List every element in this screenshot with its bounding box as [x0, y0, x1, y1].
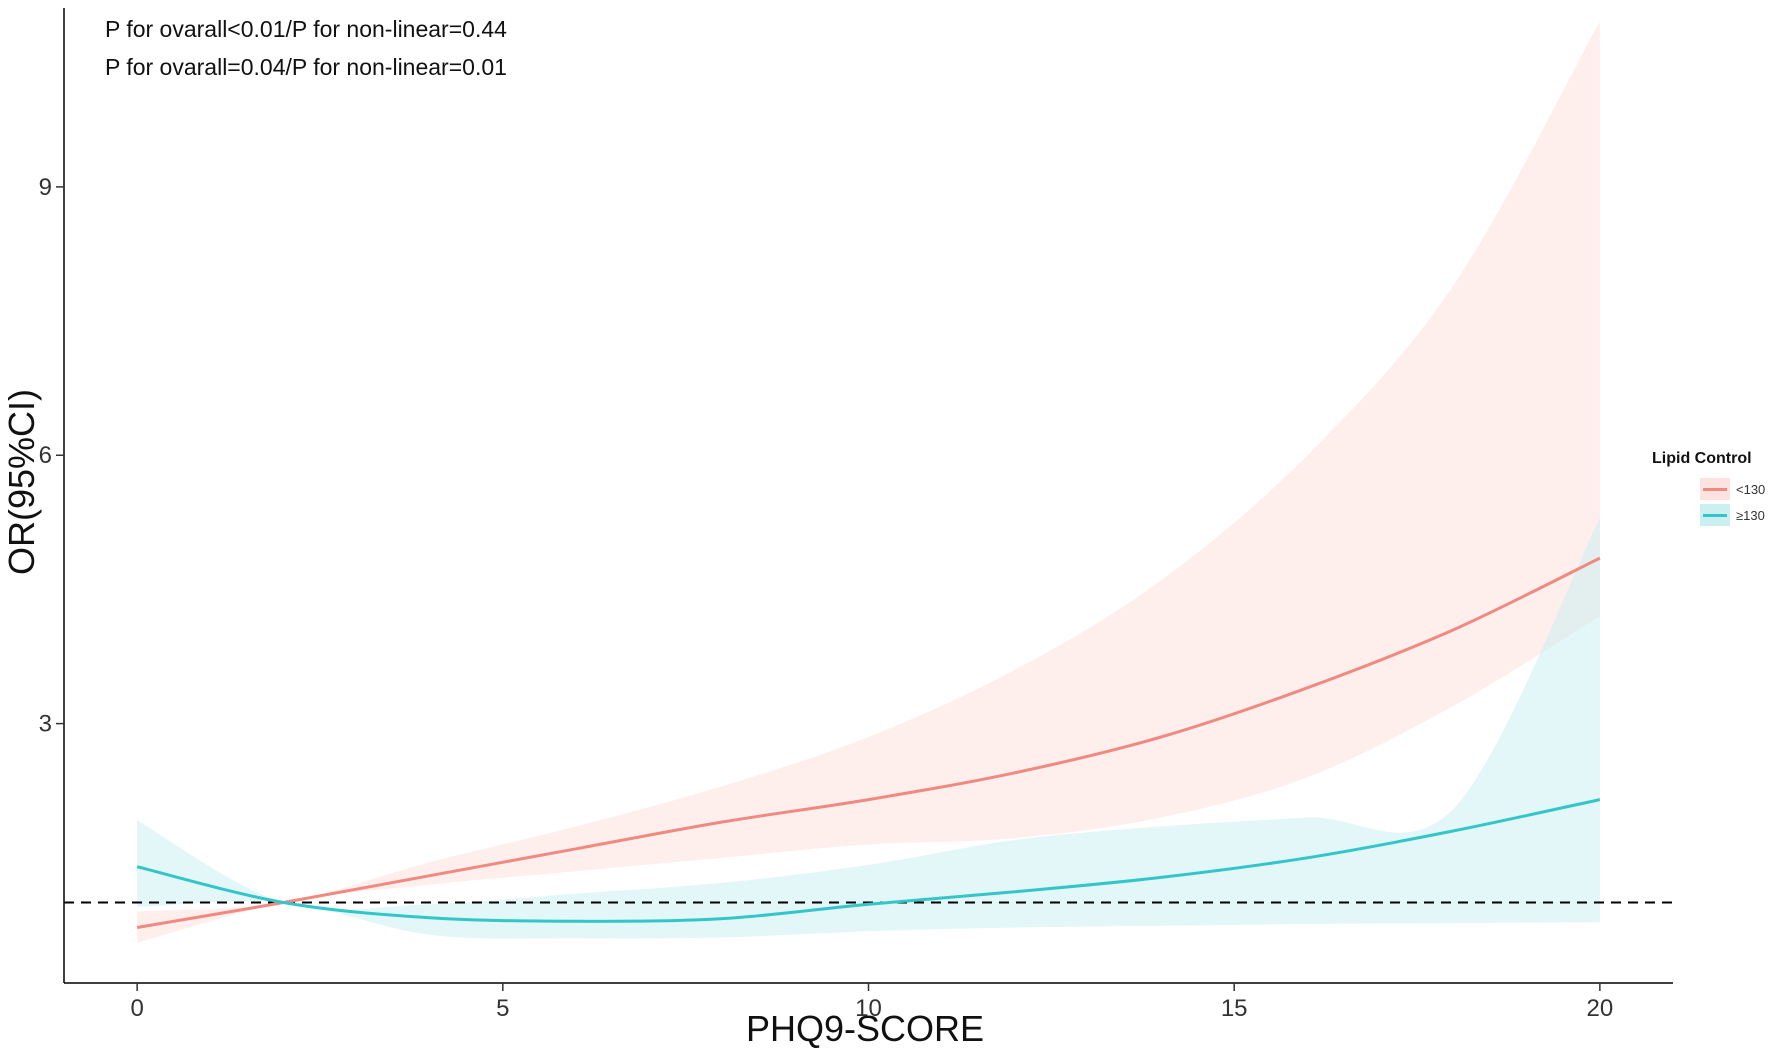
y-tick-label-3: 3	[39, 711, 52, 738]
legend-key-ge130	[1700, 504, 1730, 526]
legend-item-ge130: ≥130	[1652, 502, 1770, 528]
legend-title: Lipid Control	[1652, 450, 1752, 467]
series-line-1	[136, 798, 1601, 923]
y-tick-label-9: 9	[39, 174, 52, 201]
series-line-0	[136, 556, 1601, 929]
annotation-p-values-1: P for ovarall<0.01/P for non-linear=0.44	[105, 16, 507, 42]
x-tick-label-20: 20	[1587, 995, 1614, 1022]
annotation-p-values-2: P for ovarall=0.04/P for non-linear=0.01	[105, 54, 507, 80]
y-axis-title: OR(95%CI)	[1, 388, 42, 576]
x-tick-label-0: 0	[130, 995, 143, 1022]
ci-band-1	[137, 517, 1600, 939]
legend-label-lt130: <130	[1736, 481, 1766, 497]
ci-band-0	[137, 21, 1600, 943]
x-axis-title: PHQ9-SCORE	[745, 1008, 985, 1049]
x-tick-label-15: 15	[1221, 995, 1248, 1022]
legend-item-lt130: <130	[1652, 476, 1770, 502]
series-lines	[136, 556, 1601, 929]
x-tick-label-5: 5	[496, 995, 509, 1022]
axes: 0 5 10 15 20 3 6 9	[39, 8, 1673, 1022]
y-tick-label-6: 6	[39, 442, 52, 469]
x-tick-label-10: 10	[855, 995, 882, 1022]
legend-label-ge130: ≥130	[1736, 507, 1765, 523]
confidence-bands	[137, 21, 1600, 943]
legend: Lipid Control <130 ≥130	[1652, 450, 1770, 528]
legend-key-lt130	[1700, 478, 1730, 500]
